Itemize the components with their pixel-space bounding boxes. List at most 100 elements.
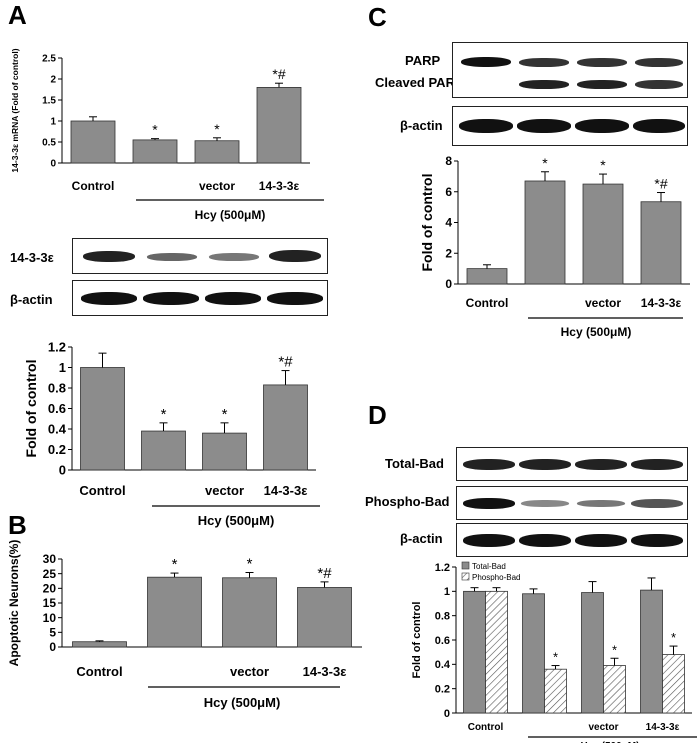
- y-tick-label: 1: [444, 586, 450, 598]
- significance-label: *#: [654, 176, 667, 192]
- y-tick-label: 15: [43, 596, 57, 610]
- group-label: Hcy (500μM): [198, 513, 275, 528]
- y-tick-label: 1: [50, 117, 56, 128]
- blot-label-parp: PARP: [405, 53, 441, 68]
- bar: [132, 139, 178, 164]
- category-label: 14-3-3ε: [264, 483, 308, 498]
- blot-label-phospho-bad: Phospho-Bad: [365, 494, 450, 509]
- panel-letter-c: C: [368, 2, 387, 32]
- category-label: Control: [72, 179, 115, 193]
- significance-label: *#: [272, 66, 285, 82]
- bar: [72, 641, 127, 648]
- category-label: Control: [79, 483, 125, 498]
- y-tick-label: 25: [43, 567, 57, 581]
- significance-label: *: [172, 556, 178, 573]
- bar: [147, 576, 202, 648]
- blot-image-phospho-bad: [456, 486, 688, 520]
- y-tick-label: 0.2: [48, 442, 66, 457]
- category-label: 14-3-3ε: [259, 179, 300, 193]
- significance-label: *: [542, 155, 548, 171]
- category-label: vector: [588, 722, 618, 733]
- y-tick-label: 2.5: [42, 54, 56, 65]
- significance-label: *#: [278, 354, 293, 371]
- bar: [222, 577, 277, 648]
- legend-label: Phospho-Bad: [472, 573, 520, 582]
- y-axis-label: Fold of control: [419, 174, 435, 272]
- bar: [662, 654, 685, 714]
- blot-label-b-actin: β-actin: [400, 118, 443, 133]
- y-tick-label: 2: [445, 246, 452, 260]
- blot-image-b-actin-d: [456, 523, 688, 557]
- category-label: vector: [205, 483, 244, 498]
- y-tick-label: 5: [49, 626, 56, 640]
- y-axis-label: Fold of control: [411, 602, 423, 679]
- bar: [544, 668, 567, 714]
- bar: [463, 590, 486, 714]
- y-tick-label: 0: [50, 159, 56, 170]
- bar: [70, 120, 116, 164]
- y-tick-label: 10: [43, 611, 57, 625]
- bar: [524, 180, 566, 285]
- chart-a1: 0 0.5 1 1.5 2 2.5 14-3-3ε mRNA (Fold of contro…: [10, 48, 324, 222]
- y-tick-label: 1.5: [42, 96, 56, 107]
- category-label: vector: [230, 664, 269, 679]
- y-tick-label: 0.2: [435, 684, 450, 696]
- blot-image-total-bad: [456, 447, 688, 481]
- chart-c: 0 2 4 6 8 Fold of control * * *# Control vector 14-…: [419, 154, 690, 339]
- significance-label: *: [214, 121, 220, 137]
- y-tick-label: 0.6: [435, 635, 450, 647]
- bar: [582, 183, 624, 285]
- group-label: Hcy (500μM): [204, 695, 281, 710]
- y-tick-label: 0.4: [48, 422, 67, 437]
- blot-image-b-actin-c: [452, 106, 688, 146]
- bar: [256, 87, 302, 164]
- significance-label: *: [671, 630, 676, 645]
- bar: [603, 665, 626, 714]
- significance-label: *: [600, 157, 606, 173]
- blot-label-14-3-3e: 14-3-3ε: [10, 250, 54, 265]
- bar: [141, 430, 186, 471]
- blot-label-total-bad: Total-Bad: [385, 456, 444, 471]
- category-label: vector: [199, 179, 235, 193]
- category-label: 14-3-3ε: [641, 296, 682, 310]
- y-tick-label: 8: [445, 154, 452, 168]
- significance-label: *#: [317, 565, 332, 582]
- category-label: 14-3-3ε: [646, 722, 680, 733]
- significance-label: *: [161, 406, 167, 423]
- y-tick-label: 0.6: [48, 401, 66, 416]
- y-tick-label: 2: [50, 75, 56, 86]
- blot-image-14-3-3e: [72, 238, 328, 274]
- y-tick-label: 0: [49, 640, 56, 654]
- blot-image-parp: [452, 42, 688, 98]
- significance-label: *: [152, 122, 158, 138]
- bar: [522, 593, 545, 714]
- y-tick-label: 4: [445, 216, 452, 230]
- bar: [640, 201, 682, 285]
- panel-letter-d: D: [368, 400, 387, 430]
- y-tick-label: 0: [59, 463, 66, 478]
- group-label: Hcy (500μM): [581, 741, 640, 743]
- y-tick-label: 0.8: [48, 381, 66, 396]
- blot-label-b-actin: β-actin: [10, 292, 53, 307]
- blot-label-b-actin: β-actin: [400, 531, 443, 546]
- y-tick-label: 1: [59, 360, 66, 375]
- chart-a2: 0 0.2 0.4 0.6 0.8 1 1.2 Fold of control * * *# Cont…: [23, 340, 320, 528]
- bar: [485, 590, 508, 714]
- significance-label: *: [612, 642, 617, 657]
- y-tick-label: 1.2: [48, 340, 66, 355]
- bar: [202, 432, 247, 471]
- y-axis-label: Apoptotic Neurons(%): [7, 540, 21, 667]
- bar: [581, 592, 604, 714]
- significance-label: *: [222, 406, 228, 423]
- panel-letter-a: A: [8, 0, 27, 30]
- significance-label: *: [553, 650, 558, 665]
- y-tick-label: 1.2: [435, 562, 450, 574]
- bar: [194, 140, 240, 164]
- significance-label: *: [247, 555, 253, 572]
- category-label: Control: [76, 664, 122, 679]
- category-label: Control: [466, 296, 509, 310]
- y-tick-label: 20: [43, 582, 57, 596]
- blot-image-b-actin-a: [72, 280, 328, 316]
- bar: [263, 384, 308, 471]
